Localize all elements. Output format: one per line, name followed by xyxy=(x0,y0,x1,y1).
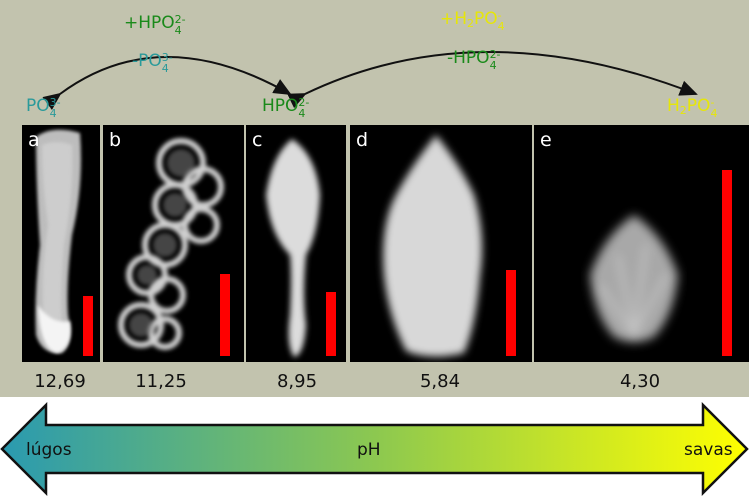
panel-e-image xyxy=(590,215,678,342)
scale-bar xyxy=(220,274,230,356)
micrograph-panel-a: a xyxy=(22,125,100,362)
scale-bar xyxy=(722,170,732,356)
scale-bar xyxy=(326,292,336,356)
micrograph-panel-e: e xyxy=(534,125,749,362)
reaction-arrows xyxy=(42,51,698,110)
panel-d-image xyxy=(383,135,482,357)
label-minus-hpo4: -HPO 2- 4 xyxy=(447,48,501,72)
label-hpo4: HPO 2- 4 xyxy=(262,96,310,120)
micrograph-panel-b: b xyxy=(103,125,244,362)
ph-scale-center-label: pH xyxy=(357,440,381,460)
ph-value-b: 11,25 xyxy=(135,371,187,392)
panel-letter: b xyxy=(109,129,122,151)
scale-bar xyxy=(83,296,93,356)
ph-value-a: 12,69 xyxy=(34,371,86,392)
micrograph-panel-d: d xyxy=(350,125,532,362)
left-arrow xyxy=(42,56,292,110)
micrograph-panel-c: c xyxy=(246,125,346,362)
right-arrow xyxy=(287,51,698,109)
ph-scale-left-label: lúgos xyxy=(26,440,72,460)
ph-value-c: 8,95 xyxy=(276,371,318,392)
ph-scale-arrow xyxy=(0,402,749,497)
panel-letter: a xyxy=(28,129,40,151)
label-plus-h2po4: +H2PO -4 xyxy=(440,9,505,33)
scale-bar xyxy=(506,270,516,356)
panel-letter: e xyxy=(540,129,552,151)
panel-letter: c xyxy=(252,129,263,151)
label-h2po4: H2PO -4 xyxy=(667,96,718,120)
panel-a-image xyxy=(35,129,81,354)
panel-b-image xyxy=(118,138,224,350)
panel-letter: d xyxy=(356,129,369,151)
label-plus-hpo4: +HPO 2- 4 xyxy=(124,13,186,37)
ph-value-d: 5,84 xyxy=(419,371,461,392)
ph-scale-right-label: savas xyxy=(684,440,733,460)
panel-c-image xyxy=(266,139,320,357)
label-minus-po4: -PO 3- 4 xyxy=(132,51,173,75)
ph-value-e: 4,30 xyxy=(619,371,661,392)
label-po4: PO 3- 4 xyxy=(26,96,61,120)
